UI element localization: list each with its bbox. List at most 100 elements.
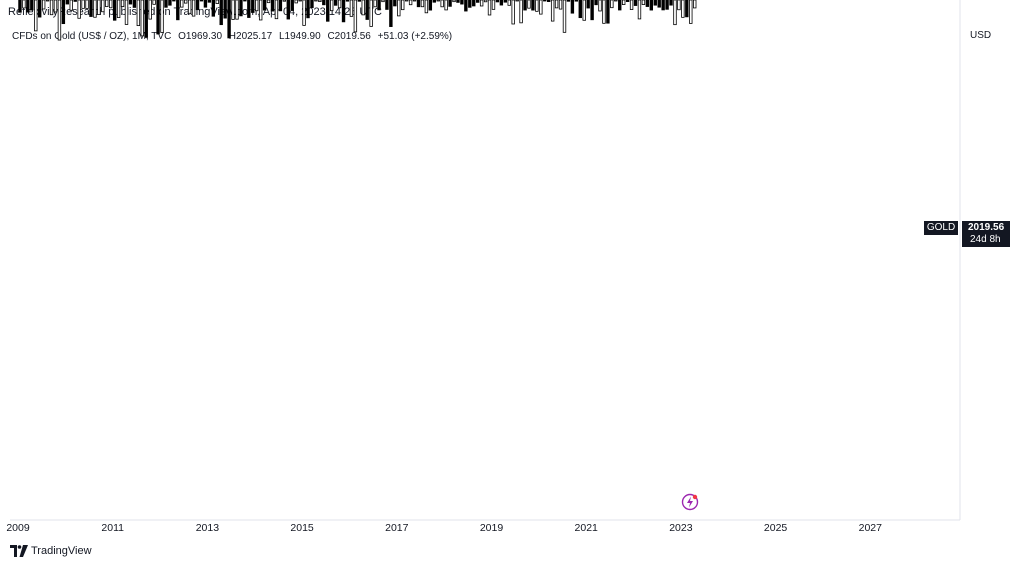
candle-body bbox=[657, 0, 661, 8]
candle bbox=[337, 0, 342, 9]
candle-body bbox=[408, 0, 413, 6]
candle bbox=[89, 0, 93, 17]
candle bbox=[681, 0, 685, 18]
ohlc-close: C2019.56 bbox=[327, 31, 371, 42]
candle-body bbox=[53, 0, 58, 13]
candle bbox=[404, 0, 409, 2]
candle bbox=[491, 0, 496, 10]
candle-body bbox=[69, 0, 73, 11]
candle bbox=[69, 0, 73, 11]
candle-body bbox=[385, 0, 389, 10]
candle bbox=[164, 0, 168, 8]
candle bbox=[302, 0, 306, 26]
candle bbox=[183, 0, 188, 4]
x-axis-ticks: 2009 2011 2013 2015 2017 2019 2021 2023 2025 2027 bbox=[6, 522, 882, 534]
candle bbox=[436, 0, 440, 2]
candle-body bbox=[176, 0, 180, 21]
candle bbox=[456, 0, 460, 3]
candle bbox=[479, 0, 484, 7]
candle-body bbox=[93, 0, 97, 18]
candle-body bbox=[452, 0, 456, 3]
candle bbox=[412, 0, 417, 2]
candle bbox=[460, 0, 464, 5]
candle bbox=[641, 0, 646, 5]
candle-body bbox=[440, 0, 444, 8]
candle bbox=[294, 0, 298, 4]
candle bbox=[191, 0, 196, 17]
candle-body bbox=[203, 0, 208, 8]
candle bbox=[18, 0, 22, 13]
candle bbox=[160, 0, 164, 33]
candle-body bbox=[211, 0, 216, 17]
candle-body bbox=[574, 0, 579, 2]
candle-body bbox=[26, 0, 30, 13]
candle bbox=[176, 0, 180, 21]
candle-body bbox=[550, 0, 555, 22]
flash-icon[interactable] bbox=[681, 493, 699, 511]
candle bbox=[428, 0, 433, 11]
candle-body bbox=[665, 0, 669, 10]
candle bbox=[602, 0, 606, 24]
candle bbox=[282, 0, 287, 2]
candle bbox=[57, 0, 62, 41]
candle-body bbox=[140, 0, 144, 37]
candle-body bbox=[164, 0, 168, 8]
candle-body bbox=[479, 0, 484, 7]
candle-body bbox=[637, 0, 642, 20]
candle bbox=[365, 0, 369, 20]
candle bbox=[499, 0, 504, 6]
candle bbox=[286, 0, 290, 20]
x-tick-label: 2019 bbox=[480, 522, 504, 534]
candle-body bbox=[105, 0, 109, 8]
candle bbox=[30, 0, 34, 11]
candle-body bbox=[89, 0, 93, 17]
candle-body bbox=[464, 0, 468, 12]
candle bbox=[665, 0, 669, 10]
symbol-legend: CFDs on Gold (US$ / OZ), 1M, TVC O1969.3… bbox=[12, 31, 456, 42]
candle bbox=[49, 0, 54, 16]
candle-body bbox=[594, 0, 598, 6]
candle-body bbox=[416, 0, 421, 8]
candle-body bbox=[515, 0, 519, 2]
candle-body bbox=[681, 0, 685, 18]
candle-body bbox=[255, 0, 259, 12]
candle bbox=[614, 0, 618, 2]
candle bbox=[243, 0, 247, 2]
candle-body bbox=[73, 0, 77, 2]
candle-body bbox=[503, 0, 508, 3]
symbol-name[interactable]: CFDs on Gold (US$ / OZ), 1M, TVC bbox=[12, 31, 172, 42]
candle bbox=[582, 0, 586, 21]
ticker-badge: GOLD bbox=[924, 221, 958, 235]
candle-body bbox=[614, 0, 618, 2]
candle bbox=[148, 0, 152, 20]
candle bbox=[97, 0, 101, 15]
candle-body bbox=[45, 0, 50, 2]
candle bbox=[511, 0, 515, 25]
candle-body bbox=[361, 0, 365, 16]
candle-body bbox=[187, 0, 192, 14]
candle bbox=[215, 0, 219, 4]
candle bbox=[558, 0, 563, 10]
candle-body bbox=[578, 0, 582, 19]
footer-brand[interactable]: TradingView bbox=[10, 545, 92, 557]
candle bbox=[345, 0, 350, 2]
candle-body bbox=[468, 0, 472, 8]
candle-body bbox=[357, 0, 362, 2]
candle bbox=[621, 0, 626, 5]
candle bbox=[369, 0, 373, 27]
candle-body bbox=[444, 0, 448, 11]
price-scale-unit[interactable]: USD bbox=[970, 30, 992, 41]
candle bbox=[401, 0, 405, 11]
candle-body bbox=[562, 0, 567, 33]
candle-body bbox=[401, 0, 405, 11]
candle bbox=[333, 0, 338, 6]
candle bbox=[495, 0, 500, 3]
x-tick-label: 2023 bbox=[669, 522, 693, 534]
candle bbox=[353, 0, 358, 33]
candle-body bbox=[310, 0, 314, 8]
candle-body bbox=[262, 0, 267, 11]
candle-body bbox=[101, 0, 105, 13]
candle-body bbox=[38, 0, 42, 18]
candle-body bbox=[333, 0, 338, 6]
